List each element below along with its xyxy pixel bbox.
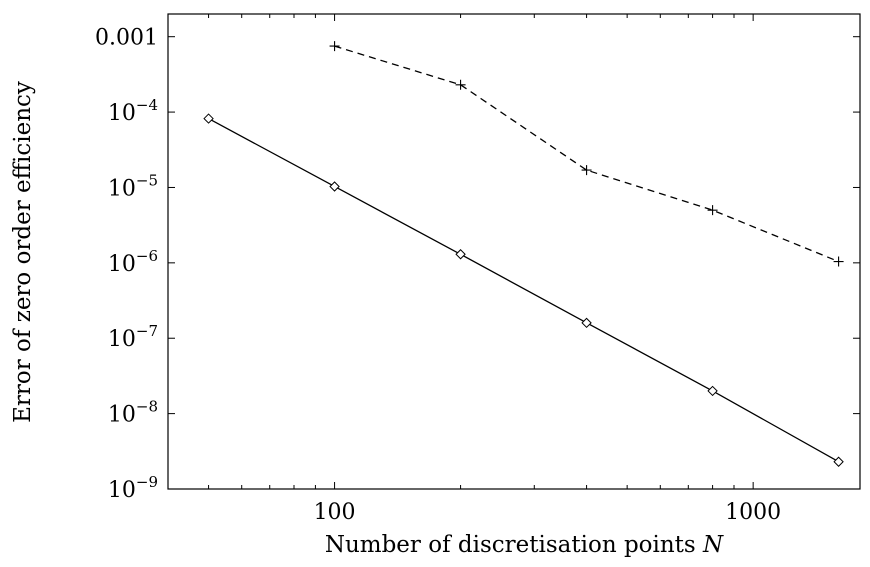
x-axis-title-text: Number of discretisation points bbox=[325, 532, 696, 558]
plus-marker bbox=[329, 41, 340, 52]
x-axis-title: Number of discretisation points N bbox=[325, 532, 724, 558]
series-2 bbox=[329, 41, 844, 267]
plus-marker bbox=[455, 79, 466, 90]
series-1-line bbox=[208, 117, 839, 463]
y-tick-label-base: 0.001 bbox=[95, 26, 158, 51]
y-tick-label-base: 10 bbox=[108, 252, 136, 277]
y-tick-label-exponent: −4 bbox=[136, 96, 158, 114]
y-tick-label-exponent: −6 bbox=[136, 247, 158, 265]
diamond-marker bbox=[329, 181, 340, 192]
series-layer bbox=[203, 41, 844, 467]
diamond-marker bbox=[455, 249, 466, 260]
y-tick-label: 0.001 bbox=[95, 26, 158, 51]
diamond-marker bbox=[203, 113, 214, 124]
series-1 bbox=[203, 113, 844, 467]
y-tick-label: 10−7 bbox=[108, 322, 158, 352]
plus-marker bbox=[581, 165, 592, 176]
y-tick-label: 10−6 bbox=[108, 247, 158, 277]
diamond-marker bbox=[707, 385, 718, 397]
y-tick-label: 10−8 bbox=[108, 398, 158, 428]
y-axis-title: Error of zero order efficiency bbox=[10, 81, 36, 423]
plus-marker bbox=[707, 205, 718, 216]
diamond-marker bbox=[833, 456, 844, 467]
y-tick-label-base: 10 bbox=[108, 176, 136, 201]
y-tick-label-exponent: −9 bbox=[136, 473, 158, 491]
y-tick-label-exponent: −8 bbox=[136, 398, 158, 416]
y-tick-label-base: 10 bbox=[108, 403, 136, 428]
y-tick-label-base: 10 bbox=[108, 327, 136, 352]
y-tick-label: 10−4 bbox=[108, 96, 158, 126]
diamond-marker bbox=[581, 317, 592, 329]
x-axis-title-variable: N bbox=[702, 532, 724, 558]
x-tick-label: 1000 bbox=[725, 500, 781, 525]
plot-frame bbox=[167, 13, 861, 490]
y-tick-label: 10−5 bbox=[108, 171, 158, 201]
x-tick-label: 100 bbox=[314, 500, 356, 525]
y-tick-label-base: 10 bbox=[108, 478, 136, 503]
y-tick-label-exponent: −7 bbox=[136, 322, 158, 340]
series-2-line bbox=[334, 45, 839, 263]
y-tick-label-exponent: −5 bbox=[136, 171, 158, 189]
y-tick-label: 10−9 bbox=[108, 473, 158, 503]
plus-marker bbox=[833, 256, 844, 267]
y-tick-label-base: 10 bbox=[108, 101, 136, 126]
